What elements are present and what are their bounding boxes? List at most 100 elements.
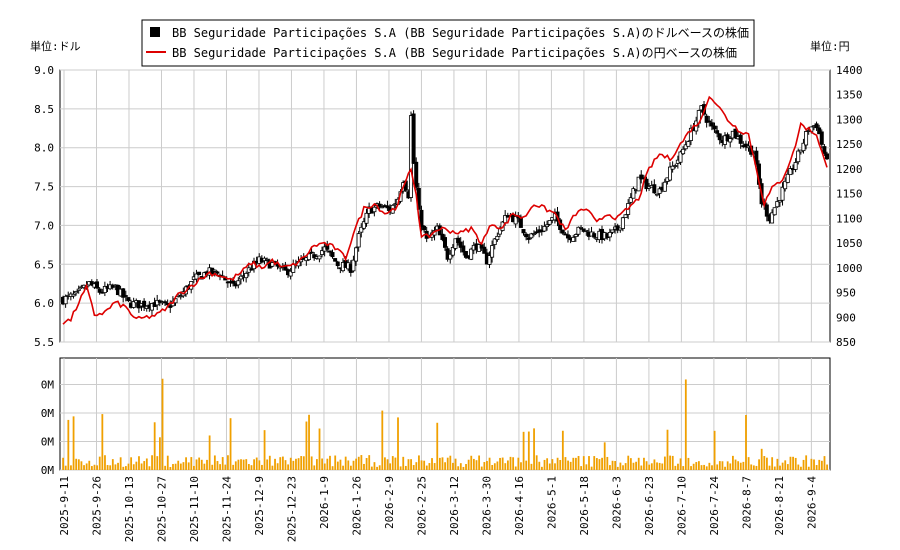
volume-bar — [446, 457, 449, 470]
candle-body — [197, 271, 202, 276]
volume-bar — [355, 458, 358, 470]
x-tick-label: 2025-9-11 — [58, 476, 71, 536]
candle-body — [644, 178, 649, 190]
volume-bar — [339, 459, 342, 470]
volume-bar — [98, 456, 101, 470]
volume-bar — [742, 461, 745, 470]
volume-bar — [530, 463, 533, 470]
candle-body — [780, 186, 785, 201]
candle-body — [793, 162, 798, 170]
volume-bar — [93, 464, 96, 470]
volume-bar — [83, 465, 85, 470]
candle-body — [288, 270, 293, 277]
volume-bar — [768, 465, 771, 470]
candle-body — [448, 253, 453, 260]
volume-bar — [520, 462, 522, 470]
volume-bar — [323, 463, 326, 470]
volume-bar — [106, 465, 109, 470]
volume-bar — [292, 460, 295, 470]
candle-body — [63, 295, 68, 305]
volume-bar — [737, 461, 740, 470]
left-tick-label: 7.0 — [34, 219, 54, 232]
candle-body — [74, 291, 79, 294]
volume-bar — [376, 466, 378, 470]
candle-body — [571, 236, 576, 242]
volume-bar — [766, 457, 768, 470]
volume-bar — [156, 456, 159, 470]
volume-bar — [85, 463, 88, 470]
volume-bar — [216, 461, 219, 470]
volume-bar — [541, 466, 543, 470]
volume-bar — [755, 465, 758, 470]
candle-body — [623, 214, 628, 219]
candle-body — [487, 255, 492, 265]
candle-body — [725, 134, 730, 142]
volume-bar — [724, 466, 726, 470]
volume-bar — [193, 465, 195, 470]
volume-bar — [663, 456, 666, 470]
candle-body — [312, 254, 317, 259]
x-axis: 2025-9-11 2025-9-26 2025-10-13 2025-10-27 20… — [58, 476, 818, 543]
volume-bar — [321, 458, 324, 470]
candle-body — [95, 281, 100, 289]
volume-bar — [70, 465, 72, 470]
candle-body — [526, 237, 531, 240]
volume-bar — [760, 448, 763, 470]
volume-bar — [677, 463, 679, 470]
volume-bar — [810, 458, 813, 470]
x-tick-label: 2026-4-16 — [513, 476, 526, 536]
volume-panel: 0M 0M 0M 0M — [41, 357, 831, 477]
candle-body — [238, 275, 243, 280]
candle-body — [359, 226, 364, 233]
candle-body — [712, 125, 717, 130]
volume-bar — [609, 465, 611, 470]
volume-bar — [629, 458, 632, 470]
candle-body — [306, 253, 311, 261]
volume-series — [62, 378, 828, 470]
volume-bar — [514, 466, 517, 470]
volume-bar — [153, 422, 156, 470]
candle-body — [777, 200, 782, 203]
candle-body — [521, 229, 526, 234]
volume-bar — [266, 459, 269, 470]
volume-bar — [140, 463, 143, 470]
volume-bar — [813, 459, 815, 470]
candle-body — [110, 285, 115, 288]
candle-body — [704, 115, 709, 123]
volume-bar — [161, 378, 164, 470]
volume-bar — [792, 456, 794, 470]
candle-body — [573, 234, 578, 238]
volume-bar — [643, 457, 645, 470]
volume-bar — [151, 455, 153, 470]
volume-bar — [122, 466, 125, 470]
candle-body — [351, 259, 356, 272]
volume-bar — [261, 464, 263, 470]
volume-bar — [666, 429, 669, 470]
volume-bar — [104, 455, 106, 470]
volume-bar — [399, 466, 402, 470]
volume-bar — [538, 461, 541, 470]
volume-bar — [708, 462, 711, 470]
volume-bar — [360, 455, 363, 470]
volume-bar — [593, 456, 596, 470]
candle-body — [163, 301, 168, 304]
volume-bar — [271, 465, 274, 470]
x-tick-label: 2026-8-7 — [740, 476, 753, 529]
candle-body — [71, 293, 76, 297]
volume-bar — [313, 465, 316, 470]
candle-body — [631, 188, 636, 199]
volume-bar — [415, 462, 418, 470]
candle-body — [654, 193, 659, 196]
right-tick-label: 1100 — [836, 212, 863, 225]
right-tick-label: 1300 — [836, 113, 863, 126]
volume-bar — [407, 459, 410, 470]
candle-body — [531, 233, 536, 235]
candle-body — [610, 229, 615, 233]
volume-bar — [331, 466, 334, 470]
volume-bar — [384, 457, 386, 470]
x-tick-label: 2025-9-26 — [90, 476, 103, 536]
volume-bar — [279, 457, 282, 470]
volume-bar — [692, 463, 695, 470]
left-tick-label: 6.5 — [34, 258, 54, 271]
candle-body — [335, 261, 340, 267]
